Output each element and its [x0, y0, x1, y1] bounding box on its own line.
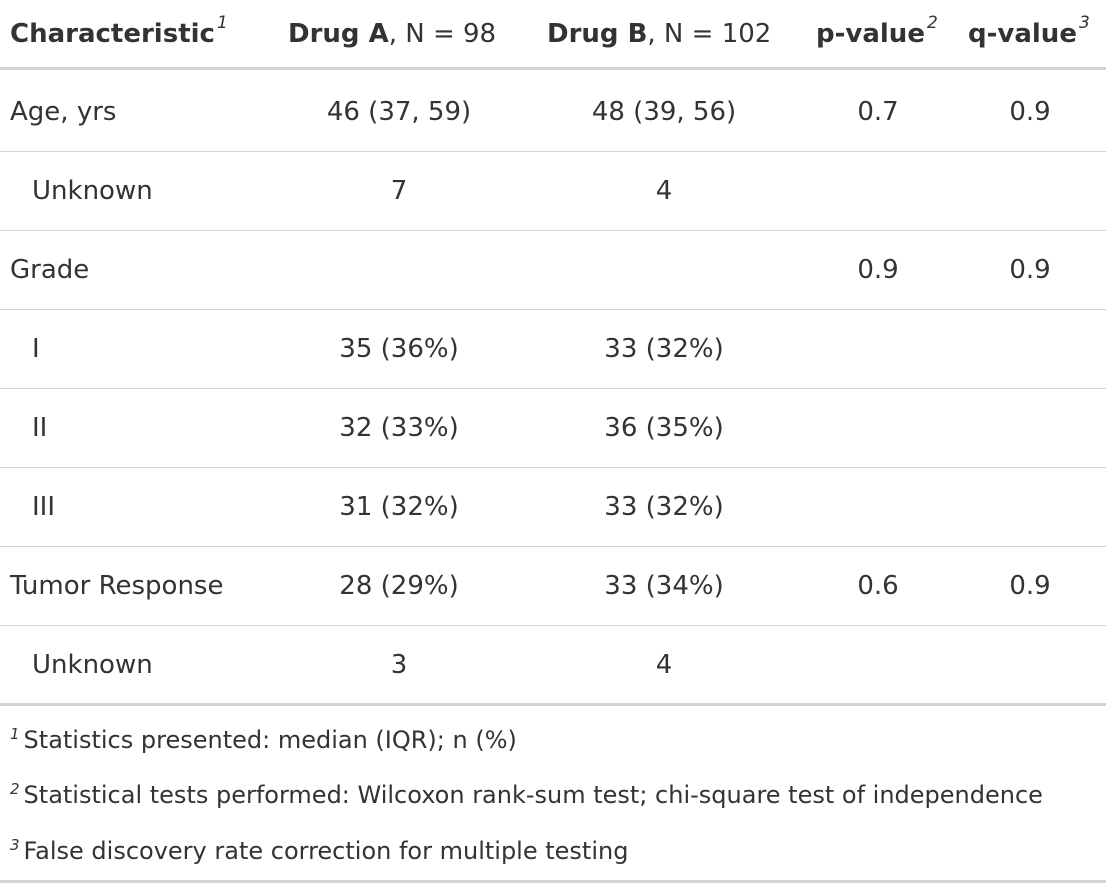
header-drug-a-label: Drug A	[288, 18, 389, 49]
drug-b-value: 33 (34%)	[604, 571, 724, 601]
table-row: Tumor Response 28 (29%) 33 (34%) 0.6 0.9	[0, 547, 1106, 626]
p-value	[810, 626, 946, 703]
drug-a-value: 7	[390, 176, 408, 206]
drug-a-value: 32 (33%)	[339, 413, 459, 443]
footnote-text: False discovery rate correction for mult…	[23, 837, 629, 865]
drug-b-value: 48 (39, 56)	[591, 97, 737, 127]
q-value: 0.9	[1009, 97, 1051, 127]
table-row: III 31 (32%) 33 (32%)	[0, 468, 1106, 547]
row-label: Unknown	[32, 649, 153, 680]
table-row: Unknown 3 4	[0, 626, 1106, 703]
drug-b-value	[540, 231, 788, 309]
table-row: Age, yrs 46 (37, 59) 48 (39, 56) 0.7 0.9	[0, 73, 1106, 152]
row-label: III	[32, 492, 56, 522]
drug-b-value: 4	[655, 176, 673, 206]
drug-b-value: 33 (32%)	[604, 334, 724, 364]
header-p-value-label: p-value	[816, 18, 925, 49]
row-label: Tumor Response	[10, 571, 224, 601]
p-value: 0.9	[857, 255, 899, 285]
drug-a-value: 31 (32%)	[339, 492, 459, 522]
table-header: Characteristic 1 Drug A, N = 98 Drug B, N…	[0, 0, 1106, 70]
footnote-mark: 1	[216, 12, 228, 33]
drug-b-value: 33 (32%)	[604, 492, 724, 522]
table-row: Unknown 7 4	[0, 152, 1106, 231]
q-value	[960, 389, 1100, 467]
header-drug-a: Drug A, N = 98	[288, 0, 496, 67]
p-value: 0.7	[857, 97, 899, 127]
q-value	[960, 468, 1100, 546]
p-value	[810, 468, 946, 546]
drug-a-value: 35 (36%)	[339, 334, 459, 364]
header-p-value: p-value 2	[816, 0, 938, 67]
row-label: I	[32, 334, 40, 364]
footnote: 3 False discovery rate correction for mul…	[10, 836, 629, 865]
footnote-mark: 3	[10, 836, 20, 854]
footnote: 1 Statistics presented: median (IQR); n (…	[10, 725, 517, 754]
header-characteristic: Characteristic 1	[10, 0, 228, 67]
drug-a-value	[280, 231, 518, 309]
footnote-mark: 3	[1078, 12, 1090, 33]
p-value: 0.6	[857, 571, 899, 601]
footnote: 2 Statistical tests performed: Wilcoxon r…	[10, 780, 1043, 809]
header-q-value-label: q-value	[968, 18, 1077, 49]
q-value: 0.9	[1009, 571, 1051, 601]
q-value	[960, 310, 1100, 388]
footnote-mark: 2	[926, 12, 938, 33]
drug-a-value: 28 (29%)	[339, 571, 459, 601]
header-drug-a-n: , N = 98	[388, 18, 497, 49]
q-value	[960, 152, 1100, 230]
q-value: 0.9	[1009, 255, 1051, 285]
table-footnotes: 1 Statistics presented: median (IQR); n (…	[0, 703, 1106, 883]
p-value	[810, 389, 946, 467]
footnote-text: Statistics presented: median (IQR); n (%…	[23, 726, 517, 754]
row-label: Grade	[10, 255, 90, 285]
header-drug-b-label: Drug B	[547, 18, 648, 49]
header-drug-b: Drug B, N = 102	[547, 0, 771, 67]
row-label: II	[32, 413, 48, 443]
row-label: Age, yrs	[10, 97, 117, 127]
table-row: I 35 (36%) 33 (32%)	[0, 310, 1106, 389]
drug-a-value: 3	[390, 649, 408, 680]
header-characteristic-label: Characteristic	[10, 18, 215, 49]
drug-a-value: 46 (37, 59)	[326, 97, 472, 127]
footnote-mark: 2	[10, 780, 20, 798]
footnote-text: Statistical tests performed: Wilcoxon ra…	[23, 781, 1043, 809]
footnote-mark: 1	[10, 725, 20, 743]
table-row: Grade 0.9 0.9	[0, 231, 1106, 310]
p-value	[810, 152, 946, 230]
header-drug-b-n: , N = 102	[647, 18, 772, 49]
row-label: Unknown	[32, 176, 153, 206]
q-value	[960, 626, 1100, 703]
header-q-value: q-value 3	[968, 0, 1090, 67]
drug-b-value: 4	[655, 649, 673, 680]
drug-b-value: 36 (35%)	[604, 413, 724, 443]
table-row: II 32 (33%) 36 (35%)	[0, 389, 1106, 468]
p-value	[810, 310, 946, 388]
